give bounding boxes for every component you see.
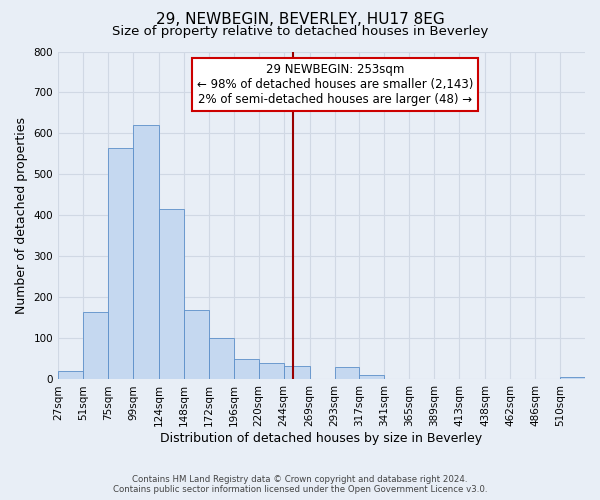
Bar: [209, 338, 233, 380]
Bar: [83, 312, 108, 380]
Bar: [284, 366, 310, 380]
Text: Size of property relative to detached houses in Beverley: Size of property relative to detached ho…: [112, 25, 488, 38]
Bar: [233, 359, 259, 380]
Y-axis label: Number of detached properties: Number of detached properties: [15, 117, 28, 314]
Bar: [184, 310, 209, 380]
Bar: [560, 378, 585, 380]
Text: 29, NEWBEGIN, BEVERLEY, HU17 8EG: 29, NEWBEGIN, BEVERLEY, HU17 8EG: [155, 12, 445, 28]
Bar: [108, 148, 133, 380]
Bar: [159, 210, 184, 380]
Bar: [335, 367, 359, 380]
Text: Contains HM Land Registry data © Crown copyright and database right 2024.
Contai: Contains HM Land Registry data © Crown c…: [113, 474, 487, 494]
Bar: [259, 363, 284, 380]
Bar: [133, 126, 159, 380]
X-axis label: Distribution of detached houses by size in Beverley: Distribution of detached houses by size …: [160, 432, 482, 445]
Bar: [359, 376, 385, 380]
Bar: [58, 372, 83, 380]
Text: 29 NEWBEGIN: 253sqm
← 98% of detached houses are smaller (2,143)
2% of semi-deta: 29 NEWBEGIN: 253sqm ← 98% of detached ho…: [197, 63, 473, 106]
